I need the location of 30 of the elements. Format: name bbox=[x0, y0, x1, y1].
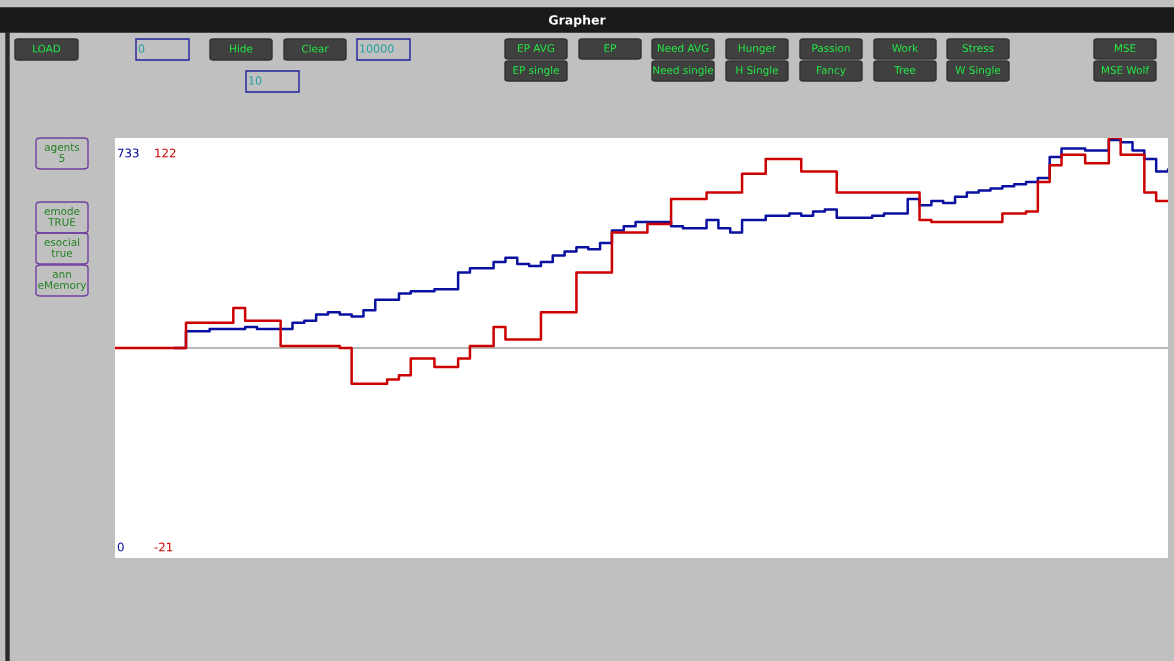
annotation: 122 bbox=[155, 148, 176, 158]
text: ann eMemory bbox=[38, 272, 87, 291]
text: EP single bbox=[513, 65, 559, 77]
text: Tree bbox=[894, 66, 916, 75]
text: Hide bbox=[230, 44, 253, 53]
chart-title: Grapher bbox=[548, 14, 606, 28]
text: Need single bbox=[653, 65, 714, 77]
text: LOAD bbox=[33, 44, 61, 53]
text: MSE bbox=[1114, 44, 1136, 53]
text: 0 bbox=[117, 542, 124, 552]
text: MSE Wolf bbox=[1101, 65, 1150, 75]
text: Hunger bbox=[738, 44, 777, 55]
annotation: 733 bbox=[117, 148, 139, 158]
text: EP bbox=[604, 44, 617, 52]
text: Clear bbox=[301, 44, 329, 53]
text: W Single bbox=[955, 65, 1001, 77]
text: Passion bbox=[812, 43, 850, 53]
text: EP AVG bbox=[518, 44, 555, 53]
text: 10 bbox=[249, 76, 262, 85]
text: -21 bbox=[154, 542, 173, 552]
text: Stress bbox=[962, 44, 994, 53]
text: Need AVG bbox=[657, 43, 709, 53]
text: agents 5 bbox=[44, 143, 80, 162]
text: esocial true bbox=[44, 238, 80, 257]
text: Work bbox=[892, 43, 919, 53]
text: Fancy bbox=[817, 66, 846, 77]
text: H Single bbox=[736, 65, 779, 77]
text: 0 bbox=[138, 44, 145, 53]
text: emode TRUE bbox=[44, 207, 80, 226]
text: 10000 bbox=[360, 44, 394, 53]
